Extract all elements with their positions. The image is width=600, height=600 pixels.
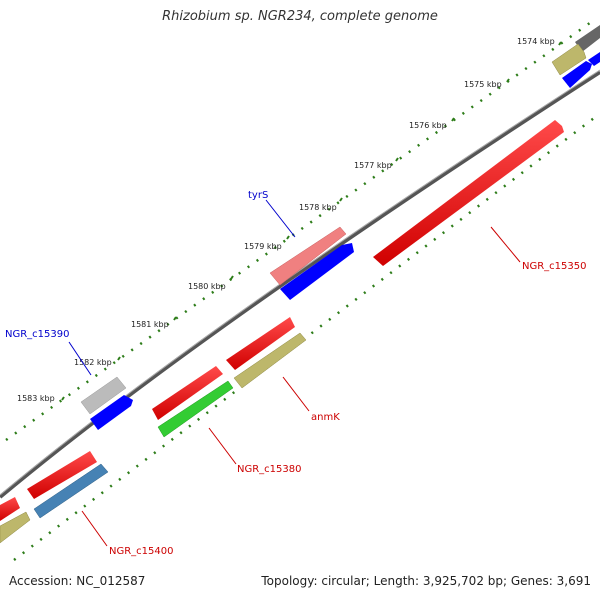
outer-tick-track (5, 18, 595, 442)
gene-arrow-olive-top[interactable] (551, 43, 587, 76)
gene-label-NGR_c15390[interactable]: NGR_c15390 (5, 329, 70, 340)
gene-arrow-red-c15380[interactable] (152, 366, 223, 420)
gene-arrow-blue-tyrS[interactable] (280, 243, 354, 300)
tick-label-1576: 1576 kbp (409, 121, 447, 130)
gene-label-anmK[interactable]: anmK (311, 412, 340, 423)
reverse-features (0, 120, 564, 544)
gene-label-NGR_c15350[interactable]: NGR_c15350 (522, 261, 587, 272)
gene-label-tyrS[interactable]: tyrS (248, 190, 268, 201)
tick-label-1574: 1574 kbp (517, 37, 555, 46)
gene-label-NGR_c15380[interactable]: NGR_c15380 (237, 464, 302, 475)
gene-arrow-NGR_c15350[interactable] (373, 120, 564, 266)
tick-label-1581: 1581 kbp (131, 320, 169, 329)
gene-arrow-grey-c15390[interactable] (80, 376, 127, 415)
gene-arrow-red-c15400[interactable] (27, 451, 97, 499)
tick-label-1577: 1577 kbp (354, 161, 392, 170)
gene-arrow-blue-c15390[interactable] (90, 395, 133, 430)
tick-label-1583: 1583 kbp (17, 394, 55, 403)
gene-arrow-red-left-edge[interactable] (0, 497, 20, 521)
gene-arrow-olive-anmK[interactable] (233, 332, 307, 389)
genome-backbone (0, 70, 600, 499)
tick-label-1582: 1582 kbp (74, 358, 112, 367)
tick-label-1579: 1579 kbp (244, 242, 282, 251)
map-title: Rhizobium sp. NGR234, complete genome (162, 9, 438, 24)
major-ticks (61, 41, 562, 401)
gene-label-NGR_c15400[interactable]: NGR_c15400 (109, 546, 174, 557)
forward-features (80, 25, 600, 430)
label-leaders (68, 199, 521, 547)
gene-arrow-blue-top2[interactable] (588, 52, 600, 66)
gene-arrow-tyrS[interactable] (269, 226, 347, 286)
genome-summary-text: Topology: circular; Length: 3,925,702 bp… (261, 574, 591, 588)
tick-label-1580: 1580 kbp (188, 282, 226, 291)
gene-arrow-grey-top[interactable] (575, 25, 600, 52)
tick-label-1575: 1575 kbp (464, 80, 502, 89)
gene-arrow-red-anmK-1[interactable] (226, 317, 295, 370)
gene-arrow-blue-top[interactable] (562, 61, 592, 88)
accession-text: Accession: NC_012587 (9, 574, 146, 588)
gene-arrow-green-c15380[interactable] (157, 380, 234, 438)
gene-arrow-steel-c15400[interactable] (33, 463, 109, 519)
tick-label-1578: 1578 kbp (299, 203, 337, 212)
gene-arrow-olive-left-edge[interactable] (0, 511, 31, 544)
